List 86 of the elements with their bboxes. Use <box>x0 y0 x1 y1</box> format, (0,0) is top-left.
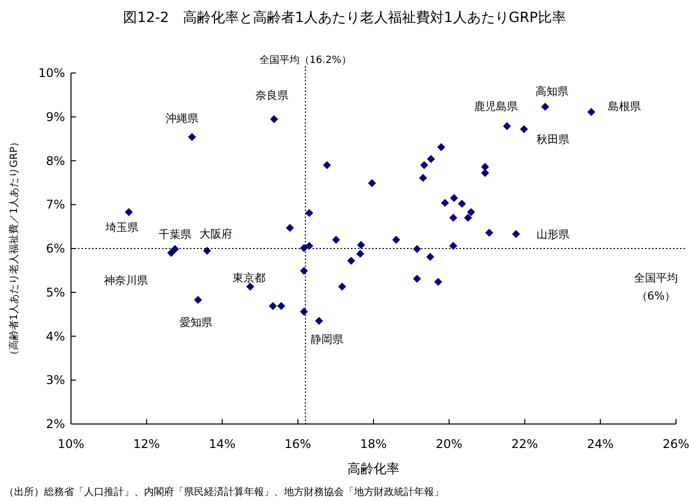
y-tick-label: 9% <box>46 110 65 124</box>
point <box>356 250 364 258</box>
x-tick-label: 14% <box>208 437 236 451</box>
point <box>587 108 596 116</box>
annotation: 秋田県 <box>536 133 570 146</box>
x-tick-label: 24% <box>587 437 614 451</box>
point <box>246 282 254 291</box>
x-tick-label: 10% <box>58 437 84 451</box>
point <box>512 230 520 238</box>
y-tick-label: 2% <box>46 417 65 431</box>
point <box>167 248 176 257</box>
point <box>305 208 314 217</box>
point <box>338 282 346 291</box>
annotation: 高知県 <box>536 84 569 98</box>
point <box>268 302 277 310</box>
point <box>124 208 133 216</box>
point <box>286 224 294 232</box>
x-tick-label: 26% <box>662 437 689 451</box>
point <box>450 194 458 202</box>
ref-line-label: 全国平均（16.2%） <box>260 54 352 66</box>
y-axis-title: （高齢者1人あたり老人福祉費／1人あたりGRP） <box>8 136 20 360</box>
annotation: 埼玉県 <box>104 221 138 234</box>
point <box>300 266 308 275</box>
y-tick-label: 4% <box>46 329 65 344</box>
y-tick-label: 3% <box>46 373 65 388</box>
annotation: 奈良県 <box>256 89 289 102</box>
y-tick-label: 6% <box>46 242 65 256</box>
annotation: 鹿児島県 <box>474 100 518 114</box>
point <box>481 162 490 171</box>
point <box>419 174 428 182</box>
point <box>203 246 212 255</box>
point <box>464 214 472 222</box>
point <box>322 161 331 170</box>
point <box>420 161 428 170</box>
x-tick-label: 22% <box>511 437 538 451</box>
annotation: 愛知県 <box>180 316 213 329</box>
point <box>188 133 196 142</box>
point <box>502 122 511 130</box>
point <box>426 154 435 163</box>
point <box>194 296 202 304</box>
x-tick-label: 18% <box>360 437 387 451</box>
point <box>368 179 376 188</box>
point <box>277 302 286 310</box>
point <box>467 208 476 216</box>
x-tick-label: 16% <box>284 437 312 451</box>
point <box>449 214 458 222</box>
point <box>347 256 356 265</box>
x-tick-label: 12% <box>133 437 160 451</box>
point <box>541 102 550 111</box>
annotation: 沖縄県 <box>166 112 198 126</box>
annotation: 山形県 <box>536 228 570 242</box>
y-tick-label: 10% <box>38 66 65 80</box>
annotation: 静岡県 <box>310 332 344 346</box>
point <box>270 115 278 124</box>
point <box>412 244 421 253</box>
text: （出所）総務省「人口推計」、内閣府「県民経済計算年報」、地方財務協会「地方財政統計年報」 <box>4 486 444 498</box>
x-axis-title: 高齢化率 <box>348 461 400 477</box>
point <box>426 252 434 261</box>
point <box>305 242 314 250</box>
point <box>300 308 308 316</box>
point <box>412 274 421 283</box>
point <box>440 198 449 207</box>
point <box>434 278 442 286</box>
annotation: 千葉県 <box>158 228 192 241</box>
point <box>315 316 324 325</box>
y-tick-label: 7% <box>46 198 65 212</box>
point <box>357 240 366 249</box>
point <box>520 125 528 134</box>
y-tick-label: 5% <box>46 285 65 300</box>
point <box>437 143 446 152</box>
x-tick-label: 20% <box>436 437 462 451</box>
point <box>449 242 458 250</box>
point <box>458 200 466 208</box>
point <box>485 228 494 237</box>
annotation: 島根県 <box>608 100 641 114</box>
annotation: 神奈川県 <box>104 274 148 287</box>
annotation: 大阪府 <box>200 228 233 241</box>
point <box>170 244 179 253</box>
point <box>300 244 308 252</box>
annotation: 東京都 <box>232 272 266 285</box>
y-tick-label: 8% <box>46 154 65 168</box>
point <box>332 236 340 244</box>
point <box>392 236 400 244</box>
ref-line-label: 全国平均（6%） <box>634 272 678 302</box>
chart-title: 図12-2 高齢化率と高齢者1人あたり老人福祉費対1人あたりGRP比率 <box>123 10 566 26</box>
point <box>481 169 490 178</box>
